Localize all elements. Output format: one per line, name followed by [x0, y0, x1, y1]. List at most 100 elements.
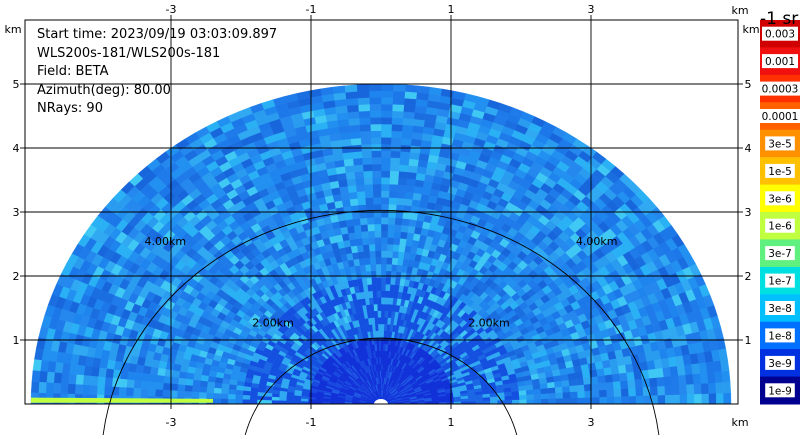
- beta-cell: [179, 372, 187, 379]
- beta-cell: [97, 377, 105, 387]
- beta-cell: [400, 151, 410, 158]
- beta-cell: [229, 385, 237, 391]
- y-tick-label-right: 5: [745, 78, 752, 91]
- beta-cell: [628, 388, 636, 396]
- beta-cell: [148, 382, 156, 390]
- beta-cell: [54, 373, 62, 384]
- y-tick-label-left: 4: [13, 142, 20, 155]
- beta-cell: [347, 179, 356, 187]
- beta-cell: [716, 382, 724, 393]
- beta-cell: [353, 218, 361, 225]
- beta-cell: [345, 165, 355, 173]
- beta-cell: [354, 225, 362, 232]
- beta-cell: [370, 264, 376, 271]
- beta-cell: [350, 199, 359, 206]
- beta-cell: [367, 224, 374, 231]
- beta-cell: [39, 371, 47, 382]
- beta-cell: [375, 237, 381, 244]
- beta-cell: [628, 380, 636, 389]
- beta-cell: [554, 381, 562, 388]
- beta-cell: [643, 395, 651, 404]
- beta-cell: [404, 98, 416, 106]
- beta-cell: [367, 217, 374, 224]
- beta-cell: [371, 151, 381, 158]
- beta-cell: [370, 124, 381, 131]
- beta-cell: [374, 217, 381, 224]
- beta-cell: [369, 244, 375, 251]
- beta-cell: [201, 375, 209, 382]
- beta-cell: [406, 232, 414, 240]
- beta-cell: [381, 117, 392, 124]
- y-unit-label-right: km: [742, 23, 759, 36]
- beta-cell: [381, 191, 389, 198]
- x-tick-label-top: -3: [166, 3, 177, 16]
- beta-cell: [339, 132, 350, 140]
- beta-cell: [627, 372, 635, 381]
- beta-cell: [381, 104, 393, 111]
- beta-cell: [406, 179, 415, 187]
- beta-cell: [389, 291, 394, 298]
- beta-cell: [372, 164, 381, 171]
- beta-cell: [381, 157, 390, 164]
- beta-cell: [392, 111, 404, 118]
- beta-cell: [373, 184, 381, 191]
- beta-cell: [368, 237, 375, 244]
- beta-cell: [391, 264, 397, 271]
- beta-cell: [671, 375, 679, 385]
- beta-cell: [577, 385, 585, 392]
- colorbar-label: 1e-9: [768, 385, 792, 397]
- beta-cell: [614, 396, 621, 404]
- beta-cell: [264, 400, 271, 404]
- beta-cell: [381, 91, 393, 98]
- beta-cell: [405, 85, 418, 93]
- beta-cell: [163, 383, 171, 390]
- beta-cell: [347, 105, 359, 113]
- beta-cell: [599, 382, 607, 390]
- beta-cell: [381, 144, 391, 151]
- beta-cell: [402, 218, 410, 225]
- beta-cell: [357, 191, 366, 198]
- beta-cell: [665, 395, 673, 404]
- beta-cell: [53, 383, 61, 394]
- beta-cell: [381, 331, 384, 338]
- beta-cell: [483, 401, 490, 405]
- beta-cell: [512, 400, 519, 404]
- beta-cell: [163, 376, 171, 384]
- beta-cell: [357, 91, 369, 98]
- beta-cell: [390, 171, 399, 178]
- beta-cell: [32, 371, 40, 383]
- colorbar-label: 1e-7: [768, 276, 792, 288]
- colorbar-label: 1e-8: [768, 330, 792, 342]
- beta-cell: [377, 291, 381, 298]
- beta-cell: [349, 192, 358, 200]
- beta-cell: [243, 400, 250, 404]
- beta-cell: [362, 151, 372, 158]
- instrument-text: WLS200s-181/WLS200s-181: [37, 45, 277, 64]
- beta-cell: [613, 381, 621, 389]
- beta-cell: [294, 398, 301, 401]
- beta-cell: [377, 304, 381, 311]
- beta-cell: [360, 124, 371, 131]
- beta-cell: [405, 185, 414, 193]
- beta-cell: [235, 395, 243, 400]
- beta-cell: [702, 394, 710, 405]
- beta-cell: [381, 304, 385, 311]
- y-tick-label-left: 2: [13, 270, 20, 283]
- colorbar-label: 0.0003: [762, 84, 799, 96]
- beta-cell: [533, 389, 541, 395]
- beta-cell: [381, 357, 383, 364]
- beta-cell: [364, 178, 373, 185]
- beta-cell: [365, 198, 373, 205]
- beta-cell: [389, 184, 398, 191]
- beta-cell: [598, 375, 606, 383]
- beta-cell: [569, 379, 577, 386]
- beta-cell: [722, 371, 730, 383]
- beta-cell: [357, 198, 365, 205]
- beta-cell: [369, 91, 381, 98]
- beta-cell: [412, 132, 423, 140]
- beta-cell: [346, 98, 358, 106]
- beta-cell: [679, 385, 687, 395]
- beta-cell: [606, 382, 614, 390]
- beta-cell: [381, 184, 389, 191]
